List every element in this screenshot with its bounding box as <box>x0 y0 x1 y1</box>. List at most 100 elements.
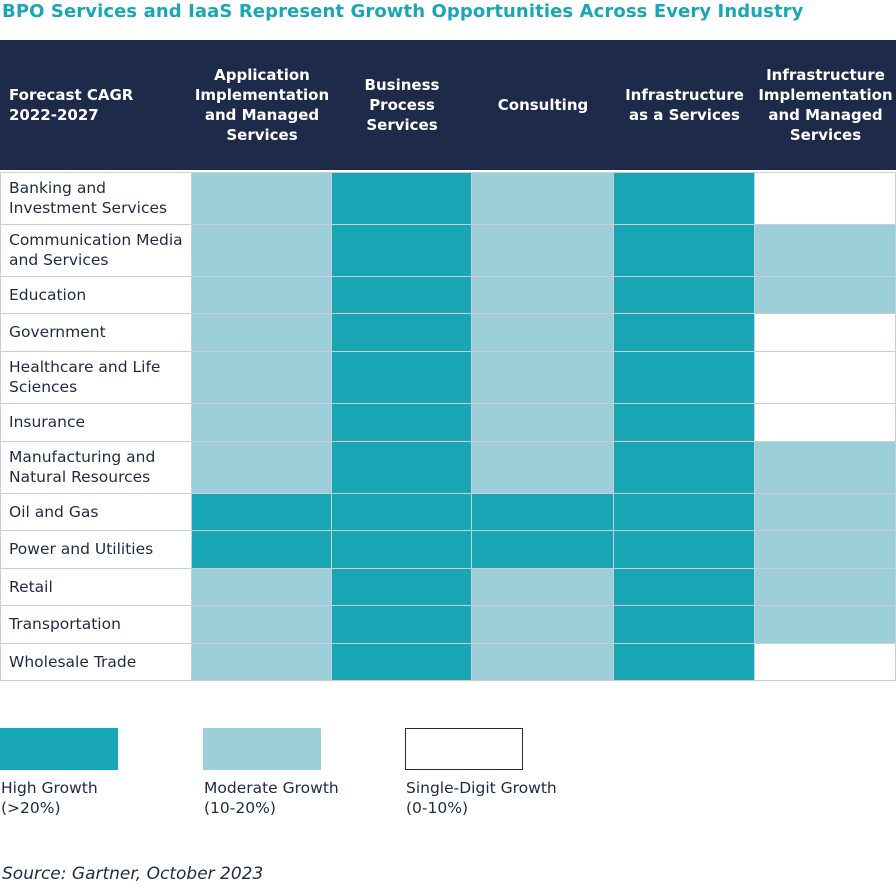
heatmap-cell <box>472 351 614 403</box>
legend-label: Moderate Growth (10-20%) <box>204 779 339 817</box>
heatmap-cell <box>755 224 896 276</box>
heatmap-cell <box>614 276 755 313</box>
row-label: Wholesale Trade <box>9 652 137 671</box>
heatmap-cell <box>755 313 896 351</box>
heatmap-cell <box>755 351 896 403</box>
header-corner-label: Forecast CAGR 2022-2027 <box>9 86 134 124</box>
row-label: Government <box>9 323 106 341</box>
heatmap-cell <box>472 568 614 605</box>
column-header: Application Implementation and Managed S… <box>194 66 330 144</box>
heatmap-cell <box>614 605 755 643</box>
heatmap-cell <box>472 530 614 568</box>
row-label: Retail <box>9 577 53 596</box>
legend-swatch-single <box>405 728 523 770</box>
heatmap-cell <box>472 403 614 441</box>
heatmap-cell <box>614 351 755 403</box>
row-label: Power and Utilities <box>9 540 154 558</box>
row-divider <box>0 172 896 173</box>
column-divider <box>754 172 755 680</box>
heatmap-cell <box>614 530 755 568</box>
heatmap-cell <box>332 605 472 643</box>
row-divider <box>0 568 896 569</box>
row-divider <box>0 313 896 314</box>
heatmap-cell <box>192 530 332 568</box>
heatmap-cell <box>192 172 332 224</box>
column-divider <box>331 172 332 680</box>
heatmap-cell <box>192 351 332 403</box>
column-divider <box>191 172 192 680</box>
heatmap-cell <box>332 276 472 313</box>
legend-swatch-high <box>0 728 118 770</box>
heatmap-cell <box>755 172 896 224</box>
column-divider <box>613 172 614 680</box>
row-label: Healthcare and Life Sciences <box>9 358 161 396</box>
column-divider <box>0 172 1 680</box>
row-label: Banking and Investment Services <box>9 179 168 217</box>
heatmap-cell <box>614 643 755 680</box>
heatmap-cell <box>614 493 755 530</box>
column-header: Business Process Services <box>364 76 440 134</box>
row-divider <box>0 530 896 531</box>
heatmap-cell <box>332 643 472 680</box>
heatmap-cell <box>755 605 896 643</box>
heatmap-cell <box>614 224 755 276</box>
heatmap-cell <box>472 313 614 351</box>
heatmap-cell <box>332 441 472 493</box>
heatmap-cell <box>192 224 332 276</box>
column-divider <box>471 172 472 680</box>
heatmap-cell <box>472 224 614 276</box>
heatmap-cell <box>332 568 472 605</box>
row-divider <box>0 493 896 494</box>
heatmap-cell <box>192 643 332 680</box>
row-label: Communication Media and Services <box>9 231 183 269</box>
heatmap-cell <box>192 403 332 441</box>
heatmap-cell <box>472 493 614 530</box>
row-divider <box>0 643 896 644</box>
heatmap-cell <box>332 493 472 530</box>
chart-title: BPO Services and IaaS Represent Growth O… <box>2 1 804 22</box>
heatmap-cell <box>192 568 332 605</box>
heatmap-cell <box>192 605 332 643</box>
row-divider <box>0 276 896 277</box>
heatmap-cell <box>614 403 755 441</box>
heatmap-cell <box>472 172 614 224</box>
row-label: Education <box>9 285 87 304</box>
heatmap-cell <box>755 441 896 493</box>
heatmap-cell <box>614 313 755 351</box>
heatmap-cell <box>192 313 332 351</box>
heatmap-cell <box>472 276 614 313</box>
legend-swatch-moderate <box>203 728 321 770</box>
heatmap-cell <box>472 605 614 643</box>
row-divider <box>0 441 896 442</box>
heatmap-cell <box>332 351 472 403</box>
heatmap-cell <box>192 276 332 313</box>
heatmap-cell <box>472 643 614 680</box>
heatmap-cell <box>755 276 896 313</box>
row-divider <box>0 605 896 606</box>
heatmap-cell <box>472 441 614 493</box>
heatmap-cell <box>755 643 896 680</box>
row-divider <box>0 403 896 404</box>
row-label: Transportation <box>9 615 121 633</box>
column-header: Infrastructure Implementation and Manage… <box>758 66 893 144</box>
heatmap-cell <box>614 441 755 493</box>
row-divider <box>0 351 896 352</box>
row-label: Manufacturing and Natural Resources <box>9 448 156 486</box>
heatmap-cell <box>755 403 896 441</box>
heatmap-cell <box>332 530 472 568</box>
row-divider <box>0 224 896 225</box>
heatmap-cell <box>332 403 472 441</box>
heatmap-cell <box>332 224 472 276</box>
table-header-bar <box>0 40 896 170</box>
row-label: Insurance <box>9 413 86 431</box>
row-divider <box>0 680 896 681</box>
heatmap-cell <box>192 493 332 530</box>
source-note: Source: Gartner, October 2023 <box>2 864 264 884</box>
heatmap-cell <box>755 493 896 530</box>
heatmap-cell <box>755 530 896 568</box>
legend-label: High Growth (>20%) <box>1 779 98 817</box>
heatmap-cell <box>192 441 332 493</box>
column-header: Infrastructure as a Services <box>625 86 744 124</box>
column-header: Consulting <box>497 96 589 114</box>
heatmap-cell <box>332 172 472 224</box>
